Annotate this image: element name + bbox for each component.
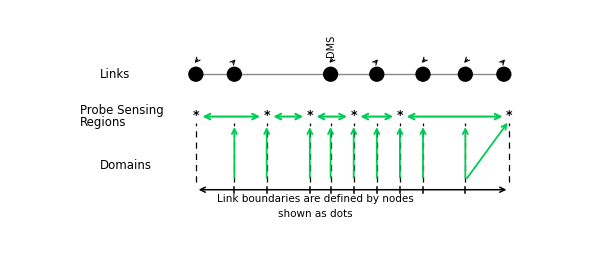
Text: Domains: Domains [100, 159, 152, 172]
Text: *: * [397, 109, 403, 122]
Circle shape [189, 67, 203, 81]
Text: *: * [193, 109, 199, 122]
Circle shape [370, 67, 384, 81]
Circle shape [416, 67, 430, 81]
Text: *: * [506, 109, 512, 122]
Text: *: * [263, 109, 270, 122]
Text: Link boundaries are defined by nodes
shown as dots: Link boundaries are defined by nodes sho… [217, 194, 413, 219]
Text: *: * [307, 109, 313, 122]
Text: Regions: Regions [80, 116, 127, 129]
Circle shape [458, 67, 472, 81]
Text: Links: Links [100, 68, 130, 81]
Text: DMS: DMS [326, 35, 335, 57]
Text: Probe Sensing: Probe Sensing [80, 104, 164, 117]
Circle shape [227, 67, 241, 81]
Circle shape [497, 67, 511, 81]
Circle shape [323, 67, 338, 81]
Text: *: * [350, 109, 357, 122]
